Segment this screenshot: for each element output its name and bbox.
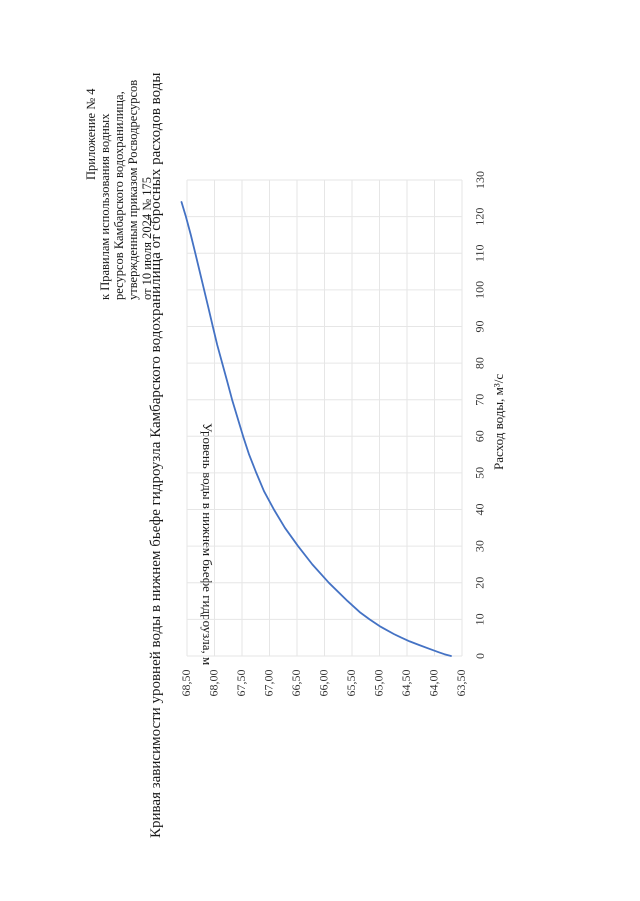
x-tick-label: 90 [473,320,487,332]
chart-grid [186,179,463,657]
x-tick-label: 80 [473,357,487,369]
y-tick-labels: 63,50 64,00 64,50 65,00 65,50 66,00 66,50 67,00… [179,670,468,697]
x-tick-label: 100 [473,281,487,299]
x-tick-label: 20 [473,577,487,589]
x-tick-labels: 0 10 20 30 40 50 60 70 80 90 100 110 120 130 [473,171,487,659]
y-tick-label: 65,50 [344,670,358,697]
series-line [180,201,452,657]
x-tick-label: 130 [473,171,487,189]
x-tick-label: 120 [473,208,487,226]
x-tick-label: 30 [473,540,487,552]
y-tick-label: 63,50 [454,670,468,697]
x-tick-label: 10 [473,613,487,625]
y-tick-label: 68,00 [206,670,220,697]
x-tick-label: 50 [473,467,487,479]
x-tick-label: 110 [473,244,487,262]
y-tick-label: 64,00 [426,670,440,697]
y-tick-label: 65,00 [371,670,385,697]
y-tick-label: 66,00 [316,670,330,697]
y-tick-label: 68,50 [179,670,193,697]
x-tick-label: 40 [473,504,487,516]
y-tick-label: 66,50 [289,670,303,697]
y-tick-label: 67,00 [261,670,275,697]
y-tick-label: 64,50 [399,670,413,697]
y-tick-label: 67,50 [234,670,248,697]
x-tick-label: 70 [473,394,487,406]
x-tick-label: 0 [473,653,487,659]
chart-series [180,201,452,657]
x-tick-label: 60 [473,430,487,442]
